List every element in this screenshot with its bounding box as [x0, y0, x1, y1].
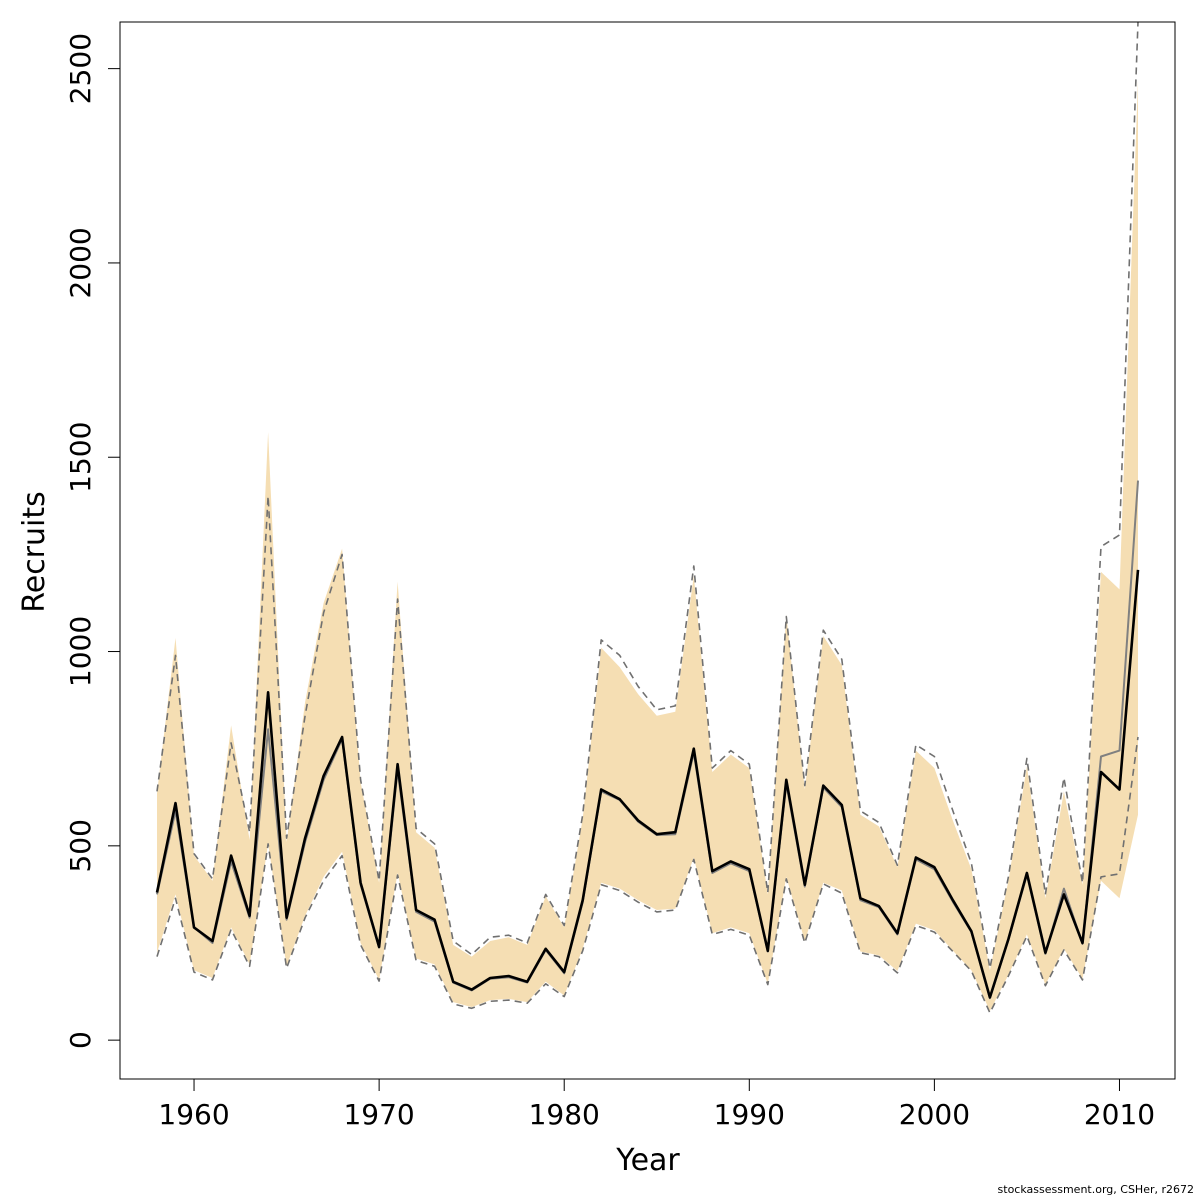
y-tick-label: 2500 — [64, 33, 97, 104]
y-axis: 0 500 1000 1500 2000 2500 — [64, 33, 121, 1049]
x-tick-label: 2000 — [899, 1098, 970, 1131]
y-tick-label: 1000 — [64, 616, 97, 687]
x-tick-label: 1970 — [343, 1098, 414, 1131]
recruits-estimate-line — [155, 569, 1140, 999]
confidence-band-layer — [157, 80, 1138, 1012]
x-axis-title: Year — [615, 1143, 680, 1178]
y-tick-label: 0 — [64, 1031, 97, 1049]
y-tick-label: 500 — [64, 819, 97, 872]
upper-dashed-ci-line — [156, 21, 1139, 970]
series-line-layer — [155, 21, 1140, 1014]
x-tick-label: 1960 — [158, 1098, 229, 1131]
footer-credit: stockassessment.org, CSHer, r2672 — [997, 1183, 1194, 1196]
x-tick-label: 2010 — [1084, 1098, 1155, 1131]
lower-dashed-ci-line — [156, 736, 1139, 1014]
x-tick-label: 1980 — [529, 1098, 600, 1131]
y-tick-label: 1500 — [64, 422, 97, 493]
confidence-band-area — [157, 80, 1138, 1012]
y-axis-title: Recruits — [17, 491, 52, 613]
x-axis: 1960 1970 1980 1990 2000 2010 — [158, 1078, 1155, 1131]
x-tick-label: 1990 — [714, 1098, 785, 1131]
y-tick-label: 2000 — [64, 227, 97, 298]
